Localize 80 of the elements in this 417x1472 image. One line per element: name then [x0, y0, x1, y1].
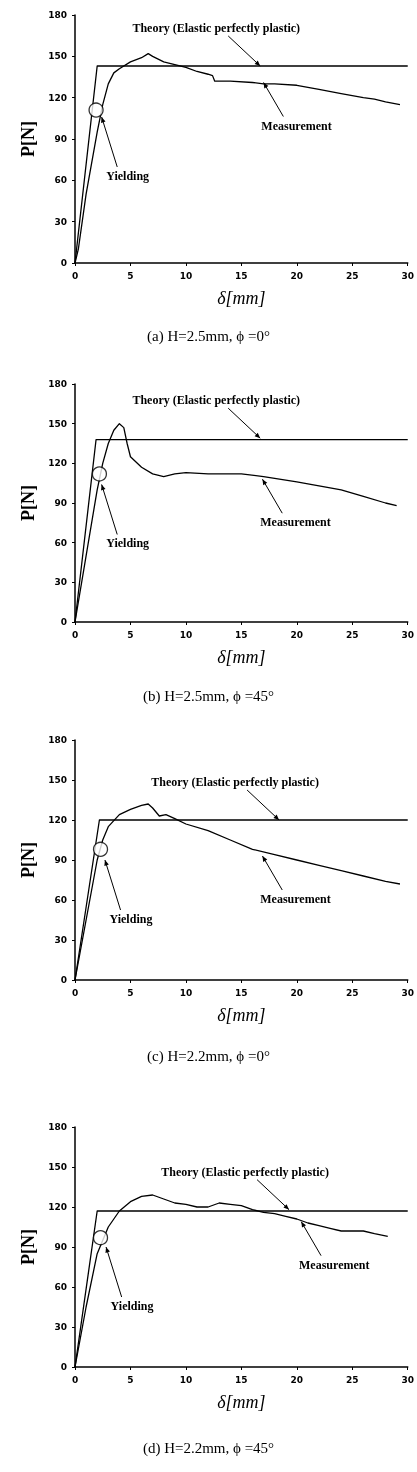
x-tick-label: 5	[127, 1374, 134, 1385]
y-tick-label: 180	[48, 10, 67, 20]
y-tick-label: 120	[48, 92, 67, 103]
annotation: Yielding	[110, 1299, 154, 1313]
x-axis-title: δ[mm]	[217, 647, 266, 667]
y-tick-label: 0	[60, 1362, 67, 1372]
annotation: Measurement	[260, 515, 331, 530]
x-tick-label: 25	[346, 629, 359, 640]
y-tick-label: 150	[48, 418, 67, 429]
text: (a) H=2.5mm, ϕ =0°	[147, 327, 270, 345]
annotation: Theory (Elastic perfectly plastic)	[151, 775, 319, 789]
y-tick-label: 0	[60, 617, 67, 627]
y-tick-label: 90	[54, 1242, 67, 1252]
x-tick-label: 0	[71, 270, 79, 281]
y-axis-title: P[N]	[18, 842, 39, 878]
y-tick-label: 180	[48, 1122, 67, 1132]
y-tick-label: 150	[48, 51, 67, 62]
x-tick-label: 25	[346, 987, 359, 998]
annotation: Yielding	[109, 912, 153, 926]
x-tick-label: 20	[290, 987, 304, 998]
text: (d) H=2.2mm, ϕ =45°	[142, 1439, 275, 1457]
y-tick-label: 60	[54, 537, 67, 548]
annotation: Yielding	[106, 168, 150, 183]
x-tick-label: 0	[71, 629, 79, 640]
x-tick-label: 5	[127, 987, 134, 998]
x-tick-label: 25	[346, 1374, 359, 1385]
y-tick-label: 120	[48, 458, 67, 469]
x-tick-label: 5	[127, 270, 134, 281]
y-tick-label: 30	[54, 577, 67, 588]
y-tick-label: 90	[54, 134, 67, 144]
y-tick-label: 0	[60, 975, 67, 985]
x-axis-title: δ[mm]	[217, 288, 266, 308]
y-tick-label: 150	[48, 775, 67, 785]
y-tick-label: 60	[54, 175, 67, 186]
y-tick-label: 60	[54, 895, 67, 905]
y-axis-title: P[N]	[18, 121, 39, 157]
x-tick-label: 30	[401, 1374, 414, 1385]
annotation: Measurement	[261, 118, 332, 133]
x-tick-label: 10	[179, 270, 193, 281]
y-tick-label: 150	[48, 1162, 67, 1172]
x-tick-label: 30	[401, 629, 414, 640]
y-tick-label: 30	[54, 1322, 67, 1332]
x-axis-title: δ[mm]	[217, 1392, 266, 1412]
x-tick-label: 15	[235, 629, 248, 640]
x-tick-label: 10	[179, 987, 193, 998]
text: (c) H=2.2mm, ϕ =0°	[147, 1047, 270, 1065]
annotation: Theory (Elastic perfectly plastic)	[132, 20, 301, 35]
y-tick-label: 30	[54, 935, 67, 945]
x-axis-title: δ[mm]	[217, 1005, 266, 1025]
annotation: Theory (Elastic perfectly plastic)	[132, 393, 301, 408]
x-tick-label: 15	[235, 270, 248, 281]
x-tick-label: 20	[290, 270, 304, 281]
y-tick-label: 60	[54, 1282, 67, 1292]
y-tick-label: 180	[48, 379, 67, 389]
y-tick-label: 30	[54, 216, 67, 227]
x-tick-label: 15	[235, 987, 248, 998]
annotation: Yielding	[106, 536, 150, 551]
x-tick-label: 25	[346, 270, 359, 281]
x-tick-label: 30	[401, 270, 414, 281]
text: (b) H=2.5mm, ϕ =45°	[142, 687, 275, 705]
x-tick-label: 0	[71, 987, 79, 998]
annotation: Measurement	[299, 1257, 370, 1272]
y-tick-label: 90	[54, 855, 67, 865]
x-tick-label: 20	[290, 629, 304, 640]
x-tick-label: 15	[235, 1374, 248, 1385]
annotation: Measurement	[260, 892, 331, 906]
x-tick-label: 30	[401, 987, 414, 998]
x-tick-label: 10	[179, 629, 193, 640]
y-tick-label: 90	[54, 498, 67, 508]
x-tick-label: 5	[127, 629, 134, 640]
x-tick-label: 0	[71, 1374, 79, 1385]
annotation: Theory (Elastic perfectly plastic)	[161, 1164, 329, 1179]
y-tick-label: 120	[48, 815, 67, 825]
y-axis-title: P[N]	[18, 1229, 39, 1265]
x-tick-label: 20	[290, 1374, 304, 1385]
y-tick-label: 120	[48, 1202, 67, 1212]
y-axis-title: P[N]	[18, 485, 39, 521]
y-tick-label: 180	[48, 735, 67, 745]
x-tick-label: 10	[179, 1374, 193, 1385]
y-tick-label: 0	[60, 258, 67, 268]
